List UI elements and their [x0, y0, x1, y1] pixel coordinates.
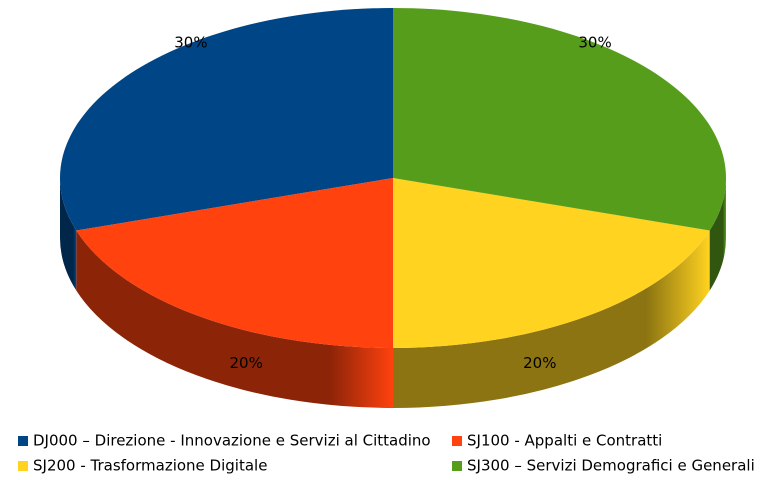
slice-side [60, 178, 77, 291]
slice [59, 8, 394, 231]
data-label: 30% [174, 34, 207, 52]
data-label: 20% [230, 354, 263, 372]
legend-label: SJ200 - Trasformazione Digitale [33, 457, 267, 475]
legend-label: DJ000 – Direzione - Innovazione e Serviz… [33, 432, 431, 450]
slice-side [709, 178, 726, 291]
slice-side [393, 230, 710, 408]
legend-swatch [18, 461, 28, 471]
legend-swatch [452, 436, 462, 446]
legend-swatch [452, 461, 462, 471]
slice-side [76, 230, 393, 408]
legend-label: SJ300 – Servizi Demografici e Generali [467, 457, 755, 475]
data-label: 30% [578, 34, 611, 52]
legend-swatch [18, 436, 28, 446]
data-label: 20% [523, 354, 556, 372]
slice [76, 178, 393, 348]
slice [393, 178, 710, 348]
legend-label: SJ100 - Appalti e Contratti [467, 432, 662, 450]
slice [393, 8, 726, 231]
